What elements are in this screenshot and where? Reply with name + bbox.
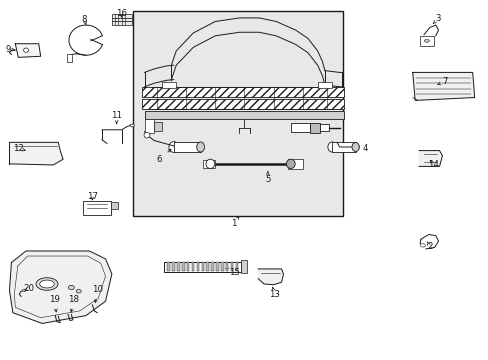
Ellipse shape — [168, 141, 178, 152]
Bar — [82, 201, 111, 215]
Bar — [172, 262, 174, 271]
Text: 12: 12 — [13, 144, 24, 153]
Bar — [201, 262, 203, 271]
Bar — [235, 262, 238, 271]
Text: 10: 10 — [92, 285, 102, 294]
Bar — [290, 123, 310, 132]
Bar — [144, 119, 154, 134]
Bar — [221, 262, 223, 271]
Text: 18: 18 — [68, 294, 79, 303]
Text: 1: 1 — [230, 219, 236, 228]
Polygon shape — [418, 150, 442, 166]
Bar — [163, 262, 241, 272]
Bar — [216, 262, 218, 271]
Bar — [173, 141, 200, 152]
Text: 7: 7 — [442, 77, 447, 86]
Bar — [182, 262, 184, 271]
Text: 3: 3 — [435, 14, 440, 23]
Ellipse shape — [420, 243, 425, 247]
Bar — [241, 260, 246, 273]
Text: 20: 20 — [23, 284, 35, 293]
Bar — [112, 14, 132, 18]
Text: 9: 9 — [6, 45, 11, 54]
Text: 17: 17 — [87, 192, 98, 201]
Bar — [133, 12, 342, 216]
Text: 14: 14 — [427, 161, 438, 170]
Text: 19: 19 — [49, 294, 60, 303]
Ellipse shape — [23, 48, 28, 52]
Bar — [112, 18, 132, 22]
Ellipse shape — [424, 40, 428, 42]
Ellipse shape — [22, 289, 25, 292]
Ellipse shape — [205, 159, 214, 168]
Ellipse shape — [351, 143, 359, 152]
Bar — [144, 111, 344, 119]
Ellipse shape — [196, 142, 204, 152]
Bar — [203, 159, 215, 168]
Bar — [142, 99, 344, 109]
Text: 16: 16 — [116, 9, 127, 18]
Polygon shape — [15, 44, 41, 57]
Bar — [317, 82, 331, 88]
Text: 6: 6 — [156, 155, 162, 164]
Bar — [66, 54, 72, 62]
Bar — [111, 202, 118, 210]
Bar — [331, 142, 355, 152]
Bar — [186, 262, 189, 271]
Ellipse shape — [68, 285, 74, 290]
Bar — [320, 124, 328, 131]
Text: 11: 11 — [111, 111, 122, 120]
Bar — [225, 262, 228, 271]
Bar — [177, 262, 179, 271]
Bar — [191, 262, 194, 271]
Bar — [167, 262, 169, 271]
Text: 2: 2 — [426, 242, 432, 251]
Bar — [230, 262, 233, 271]
Polygon shape — [9, 142, 63, 165]
Bar — [161, 82, 176, 88]
Ellipse shape — [40, 280, 54, 288]
Ellipse shape — [76, 289, 81, 293]
Bar — [154, 122, 161, 131]
Text: 4: 4 — [362, 144, 367, 153]
Polygon shape — [9, 251, 112, 323]
Ellipse shape — [36, 278, 58, 290]
Bar — [196, 262, 199, 271]
Bar — [288, 159, 303, 168]
Bar — [310, 123, 320, 133]
Ellipse shape — [327, 142, 336, 152]
Text: 15: 15 — [229, 268, 240, 277]
Text: 13: 13 — [269, 290, 280, 299]
Ellipse shape — [130, 124, 134, 127]
Text: 5: 5 — [264, 175, 270, 184]
Bar — [206, 262, 208, 271]
Text: 8: 8 — [81, 15, 87, 24]
Ellipse shape — [144, 132, 150, 138]
Bar — [112, 22, 132, 25]
Polygon shape — [258, 269, 283, 285]
Polygon shape — [412, 72, 474, 100]
Bar — [142, 87, 344, 97]
Bar — [419, 36, 433, 46]
Ellipse shape — [286, 159, 295, 168]
Bar — [211, 262, 213, 271]
